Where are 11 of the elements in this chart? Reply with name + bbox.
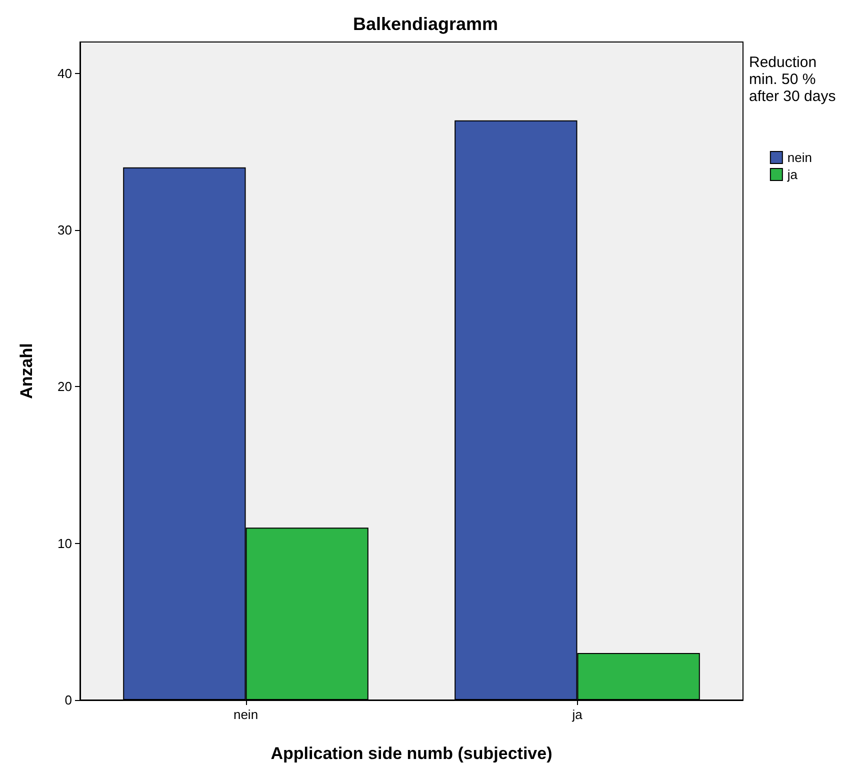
y-tick-label: 10 — [58, 536, 72, 551]
x-axis-title: Application side numb (subjective) — [270, 744, 552, 763]
legend-title: Reduction min. 50 % after 30 days — [749, 54, 836, 105]
y-tick-label: 20 — [58, 379, 72, 394]
y-tick-label: 0 — [64, 692, 72, 708]
y-tick-label: 30 — [58, 222, 72, 238]
chart-title: Balkendiagramm — [352, 14, 498, 34]
legend-label: ja — [786, 167, 798, 182]
y-axis-title: Anzahl — [17, 343, 36, 399]
legend-label: nein — [787, 150, 812, 165]
y-tick-label: 40 — [58, 66, 72, 81]
